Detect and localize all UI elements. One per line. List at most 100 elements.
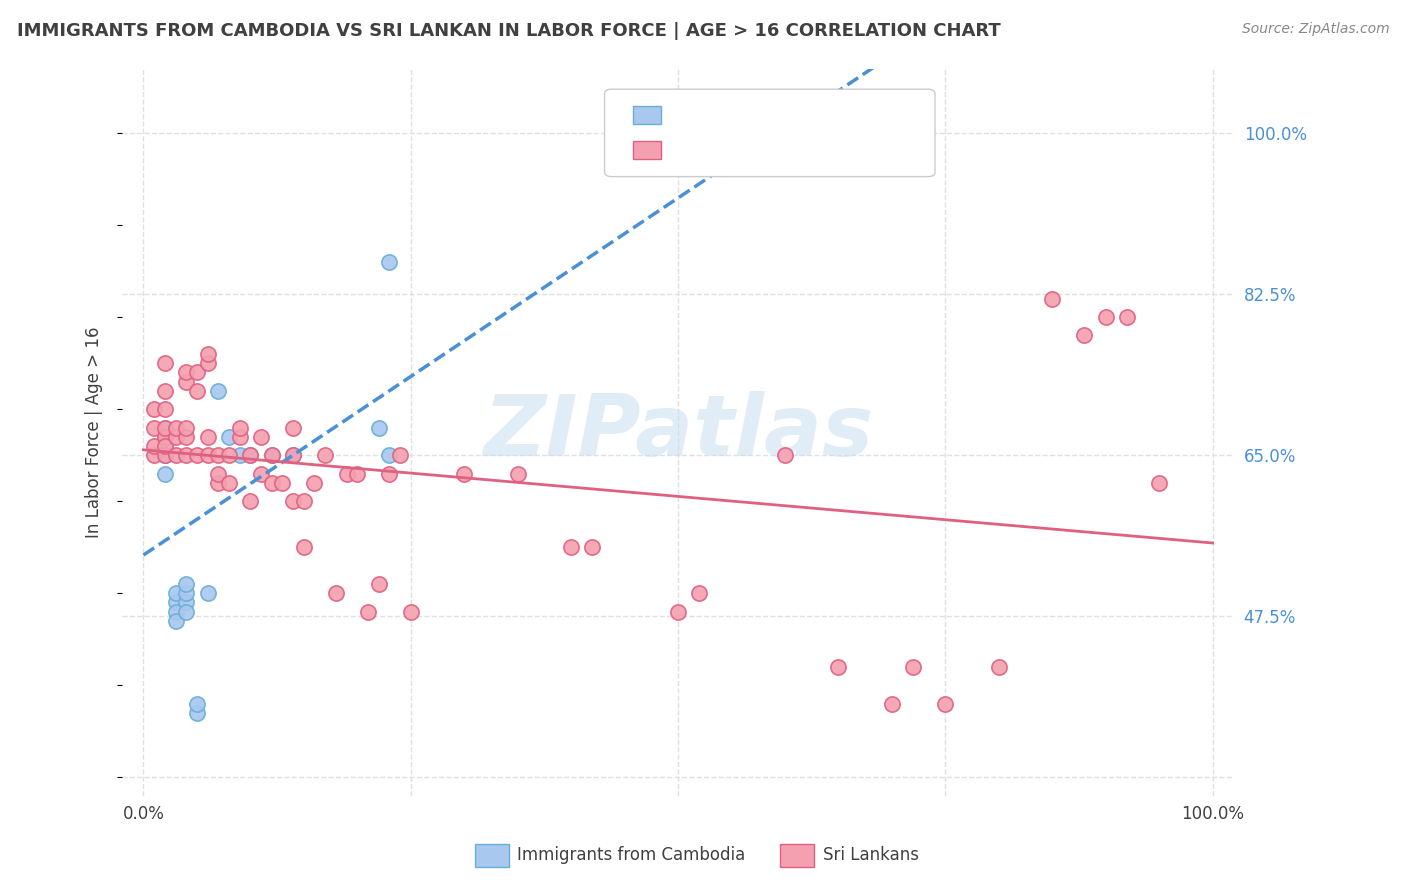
Point	[271, 475, 294, 490]
Point	[367, 577, 389, 591]
Text: Sri Lankans: Sri Lankans	[823, 846, 918, 863]
Point	[153, 384, 176, 398]
Point	[378, 448, 401, 462]
Point	[197, 586, 219, 600]
Point	[560, 540, 582, 554]
Point	[987, 660, 1010, 674]
Point	[934, 697, 956, 711]
Point	[281, 420, 304, 434]
Point	[197, 430, 219, 444]
Point	[281, 448, 304, 462]
Point	[153, 448, 176, 462]
Point	[153, 402, 176, 417]
Point	[239, 494, 262, 508]
Point	[153, 430, 176, 444]
Point	[174, 605, 197, 619]
Point	[165, 586, 187, 600]
Point	[228, 420, 250, 434]
Point	[207, 467, 229, 481]
Point	[165, 605, 187, 619]
Point	[260, 448, 283, 462]
Point	[367, 420, 389, 434]
Point	[174, 586, 197, 600]
Point	[1040, 292, 1063, 306]
Point	[688, 586, 710, 600]
Point	[186, 706, 208, 720]
Point	[581, 540, 603, 554]
Point	[143, 420, 166, 434]
Point	[174, 365, 197, 379]
Point	[174, 430, 197, 444]
Point	[153, 439, 176, 453]
Point	[174, 595, 197, 609]
Point	[453, 467, 475, 481]
Point	[250, 430, 273, 444]
Point	[153, 467, 176, 481]
Text: R =   0.161   N = 28: R = 0.161 N = 28	[672, 106, 869, 124]
Point	[153, 356, 176, 370]
Point	[228, 448, 250, 462]
Point	[165, 420, 187, 434]
Point	[143, 402, 166, 417]
Text: Source: ZipAtlas.com: Source: ZipAtlas.com	[1241, 22, 1389, 37]
Point	[399, 605, 422, 619]
Text: Immigrants from Cambodia: Immigrants from Cambodia	[517, 846, 745, 863]
Point	[325, 586, 347, 600]
Point	[218, 430, 240, 444]
Point	[197, 347, 219, 361]
Text: IMMIGRANTS FROM CAMBODIA VS SRI LANKAN IN LABOR FORCE | AGE > 16 CORRELATION CHA: IMMIGRANTS FROM CAMBODIA VS SRI LANKAN I…	[17, 22, 1001, 40]
Point	[174, 448, 197, 462]
Point	[186, 697, 208, 711]
Point	[207, 384, 229, 398]
Point	[186, 384, 208, 398]
Point	[250, 467, 273, 481]
Point	[153, 420, 176, 434]
Point	[143, 439, 166, 453]
Point	[174, 577, 197, 591]
Point	[389, 448, 412, 462]
Point	[153, 448, 176, 462]
Point	[346, 467, 368, 481]
Point	[260, 475, 283, 490]
Point	[666, 605, 689, 619]
Point	[378, 467, 401, 481]
Point	[153, 439, 176, 453]
Text: R = -0.148   N = 72: R = -0.148 N = 72	[672, 141, 865, 159]
Point	[197, 356, 219, 370]
Point	[901, 660, 924, 674]
Point	[773, 448, 796, 462]
Point	[174, 420, 197, 434]
Point	[827, 660, 849, 674]
Point	[207, 448, 229, 462]
Point	[239, 448, 262, 462]
Point	[165, 614, 187, 628]
Point	[239, 448, 262, 462]
Y-axis label: In Labor Force | Age > 16: In Labor Force | Age > 16	[86, 326, 103, 538]
Point	[880, 697, 903, 711]
Point	[1073, 328, 1095, 343]
Point	[292, 494, 315, 508]
Point	[153, 430, 176, 444]
Point	[197, 448, 219, 462]
Point	[1147, 475, 1170, 490]
Point	[357, 605, 380, 619]
Point	[506, 467, 529, 481]
Point	[378, 255, 401, 269]
Point	[335, 467, 357, 481]
Point	[281, 448, 304, 462]
Point	[165, 430, 187, 444]
Point	[165, 448, 187, 462]
Point	[143, 448, 166, 462]
Point	[281, 494, 304, 508]
Point	[314, 448, 336, 462]
Text: ZIPatlas: ZIPatlas	[482, 391, 873, 474]
Point	[174, 375, 197, 389]
Point	[228, 430, 250, 444]
Point	[186, 448, 208, 462]
Point	[218, 475, 240, 490]
Point	[207, 475, 229, 490]
Point	[1094, 310, 1116, 324]
Point	[153, 439, 176, 453]
Point	[153, 430, 176, 444]
Point	[186, 365, 208, 379]
